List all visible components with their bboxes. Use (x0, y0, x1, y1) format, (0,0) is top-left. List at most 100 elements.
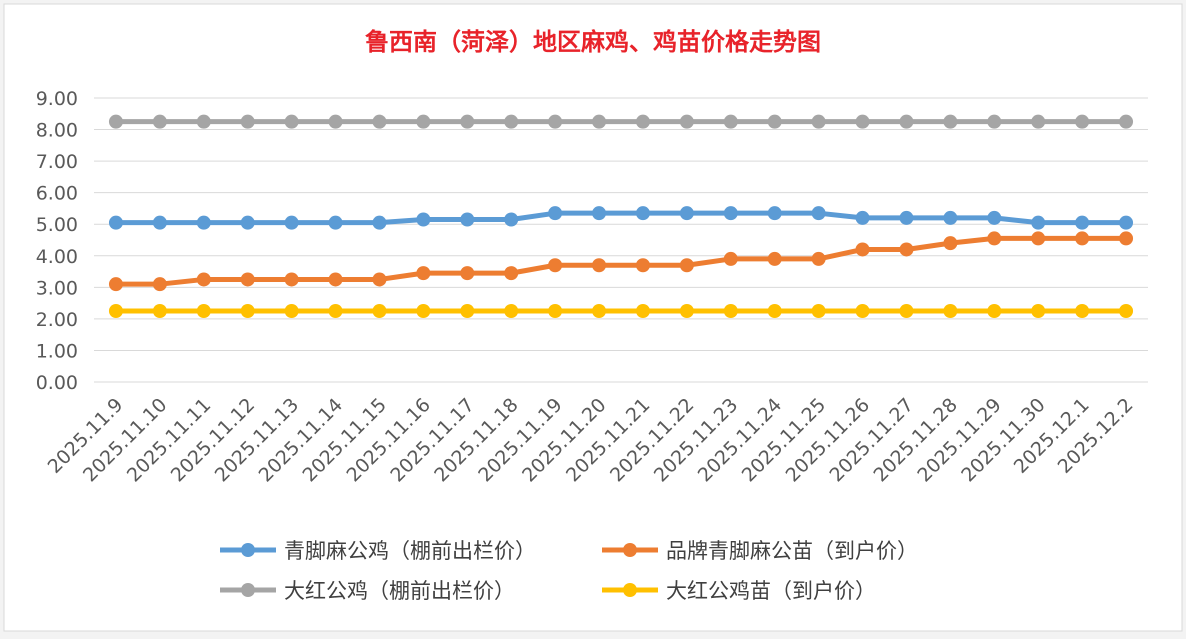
data-point (240, 215, 255, 230)
data-point (416, 212, 431, 227)
chart-title: 鲁西南（菏泽）地区麻鸡、鸡苗价格走势图 (365, 28, 821, 56)
data-point (152, 114, 167, 129)
data-point (196, 272, 211, 287)
data-point (987, 304, 1002, 318)
series-path (115, 210, 1127, 226)
data-point (943, 236, 958, 251)
data-point (152, 277, 167, 292)
legend-label: 青脚麻公鸡（棚前出栏价） (284, 539, 536, 563)
data-point (592, 304, 607, 318)
data-point (855, 304, 870, 318)
data-point (108, 304, 123, 318)
chart-area-background (3, 3, 1183, 632)
data-point (328, 114, 343, 129)
legend-item: 大红公鸡（棚前出栏价） (220, 579, 515, 603)
data-point (240, 304, 255, 318)
data-point (240, 272, 255, 287)
series-line (108, 206, 1134, 230)
data-point (504, 114, 519, 129)
data-point (635, 304, 650, 318)
data-point (196, 114, 211, 129)
data-point (635, 206, 650, 221)
data-point (152, 215, 167, 230)
data-point (1119, 231, 1134, 246)
y-tick-label: 2.00 (36, 309, 78, 331)
data-point (1119, 304, 1134, 318)
data-point (592, 206, 607, 221)
data-point (899, 210, 914, 225)
data-point (328, 272, 343, 287)
series-line (108, 114, 1134, 129)
data-point (416, 266, 431, 281)
data-point (855, 114, 870, 129)
gridlines (94, 97, 1148, 383)
data-point (548, 304, 563, 318)
data-point (284, 114, 299, 129)
data-point (460, 266, 475, 281)
data-point (1075, 304, 1090, 318)
series-line (108, 304, 1134, 318)
data-point (372, 272, 387, 287)
data-point (372, 215, 387, 230)
data-point (1031, 215, 1046, 230)
data-point (240, 114, 255, 129)
data-point (372, 304, 387, 318)
data-point (899, 114, 914, 129)
data-point (767, 251, 782, 266)
data-point (635, 114, 650, 129)
data-point (855, 242, 870, 257)
data-point (592, 114, 607, 129)
legend-marker (623, 543, 637, 557)
data-point (899, 242, 914, 257)
data-point (899, 304, 914, 318)
data-point (723, 114, 738, 129)
legend-label: 大红公鸡（棚前出栏价） (284, 579, 515, 603)
data-point (679, 304, 694, 318)
y-axis: 0.00 1.00 2.00 3.00 4.00 5.00 6.00 7.00 8.00 9.00 (36, 88, 78, 394)
data-point (679, 258, 694, 273)
data-point (943, 304, 958, 318)
legend-marker (241, 583, 255, 597)
y-tick-label: 3.00 (36, 277, 78, 299)
data-point (987, 114, 1002, 129)
data-point (372, 114, 387, 129)
data-point (723, 206, 738, 221)
data-point (767, 304, 782, 318)
data-point (1031, 304, 1046, 318)
data-point (811, 114, 826, 129)
data-point (196, 215, 211, 230)
data-point (460, 304, 475, 318)
data-point (328, 304, 343, 318)
data-point (1119, 215, 1134, 230)
data-point (460, 114, 475, 129)
data-point (504, 266, 519, 281)
data-point (855, 210, 870, 225)
data-point (548, 114, 563, 129)
data-point (108, 215, 123, 230)
data-point (548, 206, 563, 221)
data-point (679, 206, 694, 221)
data-point (416, 304, 431, 318)
data-point (635, 258, 650, 273)
data-point (108, 277, 123, 292)
data-point (767, 206, 782, 221)
data-point (1119, 114, 1134, 129)
data-point (811, 251, 826, 266)
y-tick-label: 0.00 (36, 372, 78, 394)
data-point (504, 304, 519, 318)
data-point (504, 212, 519, 227)
data-point (328, 215, 343, 230)
legend-marker (623, 583, 637, 597)
legend-item: 品牌青脚麻公苗（到户价） (602, 539, 918, 563)
data-point (1031, 114, 1046, 129)
y-tick-label: 8.00 (36, 120, 78, 142)
data-point (460, 212, 475, 227)
data-point (987, 210, 1002, 225)
y-tick-label: 6.00 (36, 183, 78, 205)
series-group (108, 114, 1134, 318)
series-path (115, 235, 1127, 287)
legend-label: 大红公鸡苗（到户价） (666, 579, 876, 603)
data-point (284, 272, 299, 287)
y-tick-label: 5.00 (36, 214, 78, 236)
